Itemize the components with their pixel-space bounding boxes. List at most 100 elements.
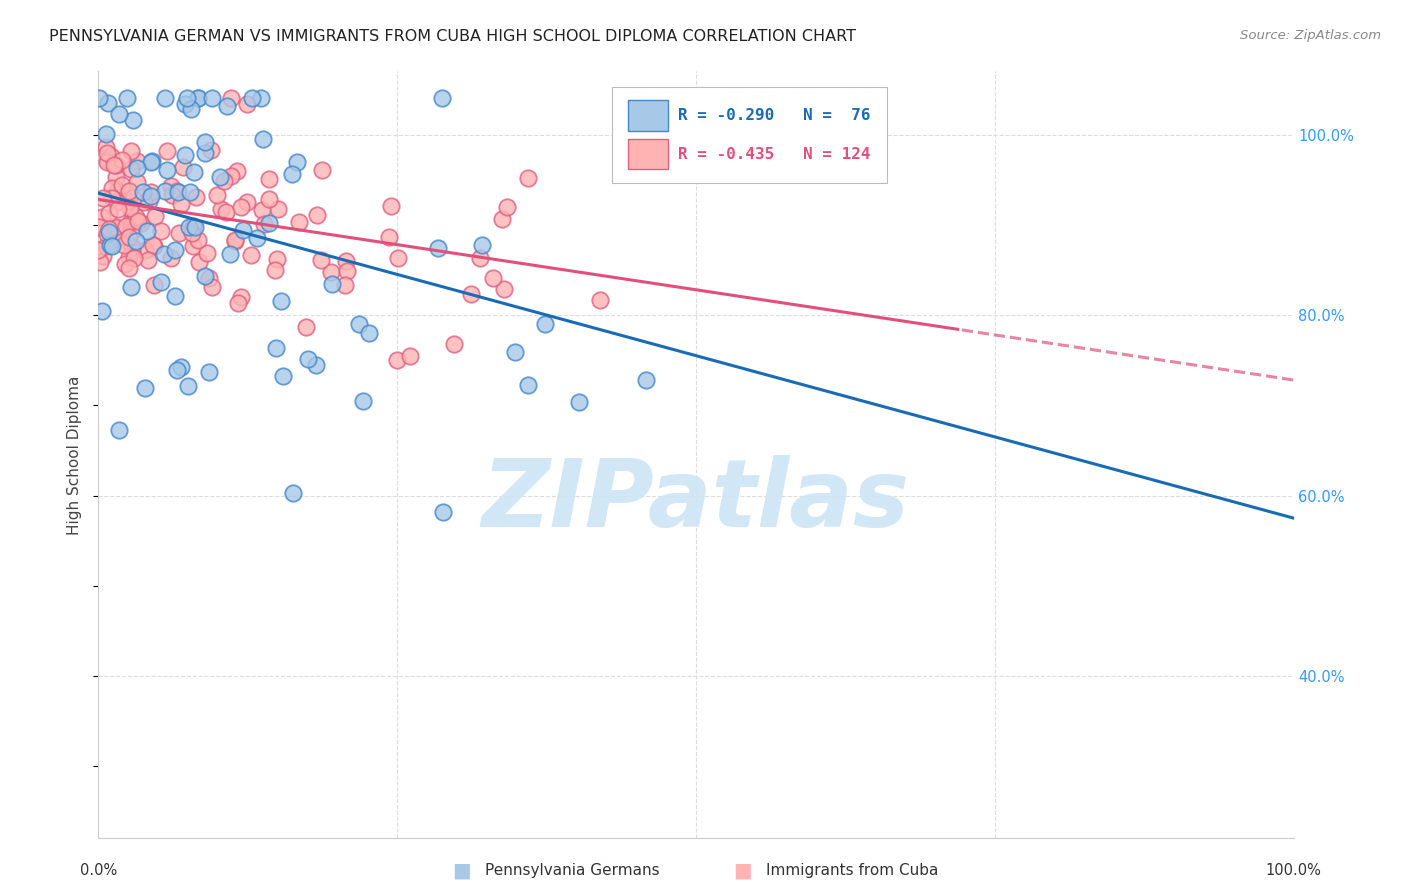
Point	[427, 241, 450, 255]
Point	[134, 243, 156, 257]
Point	[149, 224, 172, 238]
Point	[134, 195, 156, 210]
Point	[160, 188, 183, 202]
Point	[122, 191, 145, 205]
Y-axis label: High School Diploma: High School Diploma	[67, 376, 83, 534]
Point	[98, 237, 121, 252]
Point	[91, 210, 114, 224]
Point	[311, 163, 333, 178]
Point	[240, 248, 263, 262]
Point	[229, 290, 252, 304]
Point	[107, 202, 129, 216]
Point	[212, 174, 235, 188]
Point	[101, 239, 124, 253]
Point	[209, 202, 232, 216]
Point	[143, 239, 166, 253]
Point	[120, 161, 142, 176]
Point	[103, 158, 125, 172]
Point	[385, 352, 408, 367]
Point	[295, 320, 318, 334]
Point	[94, 239, 117, 253]
Point	[252, 132, 274, 146]
Point	[281, 485, 304, 500]
Point	[163, 244, 186, 258]
Point	[205, 188, 228, 202]
Text: 0.0%: 0.0%	[80, 863, 117, 879]
Point	[89, 254, 111, 268]
Point	[287, 215, 309, 229]
Point	[107, 423, 129, 437]
Point	[155, 91, 177, 105]
Point	[432, 91, 454, 105]
Point	[226, 296, 249, 310]
Point	[141, 185, 163, 199]
Point	[101, 191, 124, 205]
Point	[167, 226, 190, 240]
Point	[152, 247, 174, 261]
Point	[336, 264, 359, 278]
Point	[141, 154, 163, 169]
Point	[194, 135, 217, 149]
Point	[219, 246, 242, 260]
Point	[468, 252, 491, 266]
Text: 100.0%: 100.0%	[1265, 863, 1322, 879]
Point	[257, 192, 280, 206]
Point	[174, 148, 197, 162]
Point	[307, 208, 329, 222]
Point	[187, 91, 209, 105]
Point	[183, 239, 205, 253]
Point	[129, 216, 152, 230]
Point	[96, 127, 118, 141]
Point	[149, 275, 172, 289]
Point	[97, 95, 120, 110]
Point	[134, 381, 156, 395]
Point	[259, 171, 281, 186]
Point	[187, 233, 209, 247]
Point	[321, 277, 343, 291]
Text: ZIPatlas: ZIPatlas	[482, 455, 910, 547]
Point	[494, 283, 516, 297]
Point	[240, 91, 263, 105]
Point	[125, 161, 148, 175]
Text: PENNSYLVANIA GERMAN VS IMMIGRANTS FROM CUBA HIGH SCHOOL DIPLOMA CORRELATION CHAR: PENNSYLVANIA GERMAN VS IMMIGRANTS FROM C…	[49, 29, 856, 44]
Point	[159, 251, 181, 265]
Point	[125, 234, 148, 248]
Point	[114, 257, 136, 271]
Point	[219, 169, 242, 184]
Point	[120, 201, 142, 215]
Point	[127, 175, 149, 189]
Point	[96, 146, 118, 161]
Text: ▪: ▪	[733, 856, 752, 885]
Point	[264, 263, 287, 277]
Point	[252, 202, 274, 217]
Text: R = -0.290   N =  76: R = -0.290 N = 76	[678, 108, 870, 123]
Point	[97, 153, 120, 168]
Point	[91, 249, 114, 263]
Point	[335, 254, 357, 268]
Point	[98, 225, 121, 239]
Point	[349, 317, 371, 331]
Point	[460, 286, 482, 301]
Point	[267, 202, 290, 217]
Point	[118, 260, 141, 275]
Point	[142, 238, 165, 252]
Point	[96, 139, 118, 153]
Point	[89, 219, 111, 234]
Point	[145, 209, 167, 223]
Point	[127, 213, 149, 227]
Point	[153, 185, 176, 199]
Point	[136, 253, 159, 268]
Point	[156, 163, 179, 178]
Point	[259, 216, 281, 230]
Point	[176, 379, 198, 393]
Point	[91, 191, 114, 205]
Point	[264, 341, 287, 355]
Point	[108, 107, 131, 121]
Point	[471, 238, 494, 252]
Point	[96, 154, 118, 169]
Point	[304, 358, 326, 372]
Point	[156, 145, 179, 159]
Point	[198, 366, 221, 380]
Point	[517, 377, 540, 392]
Text: Source: ZipAtlas.com: Source: ZipAtlas.com	[1240, 29, 1381, 42]
